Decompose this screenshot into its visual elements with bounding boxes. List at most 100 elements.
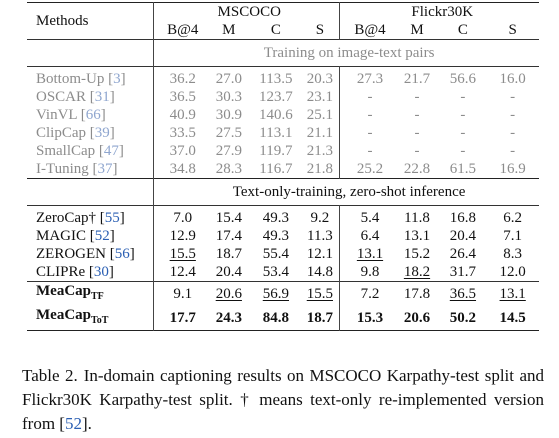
metric-value: 13.1: [499, 286, 526, 302]
metric-value: 55.4: [262, 246, 289, 262]
metric-value: 21.1: [306, 125, 333, 141]
flickr-header: Flickr30K: [411, 4, 474, 20]
metric-value: 36.2: [169, 71, 196, 87]
table-row: CLIPRe [30] 12.4 20.4 53.4 14.8 9.8 18.2 31.7 12…: [27, 263, 539, 282]
metric-value: 15.5: [306, 286, 333, 302]
metric-value: 22.8: [403, 161, 431, 177]
methods-header: Methods: [36, 13, 89, 29]
metric-value: 36.5: [449, 286, 477, 302]
metric-value: 15.2: [403, 246, 431, 262]
results-table: Methods MSCOCO Flickr30K B@4 M C S B@4 M…: [27, 2, 539, 331]
metric-value: -: [367, 107, 373, 123]
method-label: MeaCap: [36, 283, 91, 299]
metric-value: 12.4: [169, 264, 196, 280]
metric-value: 9.2: [310, 210, 330, 226]
citation: 52: [94, 228, 110, 244]
metric-value: 18.2: [403, 264, 431, 280]
table-row: OSCAR [31] 36.5 30.3 123.7 23.1 - - - -: [27, 88, 539, 106]
metric-value: 7.1: [503, 228, 523, 244]
metric-value: 49.3: [262, 228, 289, 244]
metric-value: 17.7: [169, 310, 196, 326]
metric-value: 15.4: [215, 210, 242, 226]
section-title: Training on image-text pairs: [263, 45, 435, 61]
metric-value: 21.7: [403, 71, 431, 87]
metric-value: 27.3: [356, 71, 384, 87]
metric-value: 113.1: [259, 125, 293, 141]
method-subscript: TF: [91, 291, 104, 302]
metric-value: 20.6: [215, 286, 242, 302]
metric-header: S: [315, 22, 325, 38]
metric-value: -: [510, 125, 516, 141]
metric-value: 5.4: [360, 210, 380, 226]
method-label: MeaCap: [36, 307, 91, 323]
metric-value: 14.5: [499, 310, 526, 326]
method-name: SmallCap [47]: [36, 143, 124, 159]
method-label: ZeroCap†: [36, 210, 96, 226]
table-row: VinVL [66] 40.9 30.9 140.6 25.1 - - - -: [27, 106, 539, 124]
section-title: Text-only-training, zero-shot inference: [232, 184, 466, 200]
metric-value: 30.9: [215, 107, 242, 123]
metric-value: 20.4: [449, 228, 477, 244]
table-row: MeaCapToT 17.7 24.3 84.8 18.7 15.3 20.6 50.2 14.…: [27, 306, 539, 331]
metric-value: 49.3: [262, 210, 289, 226]
metric-value: 25.1: [306, 107, 333, 123]
metric-value: -: [414, 107, 420, 123]
citation: 39: [94, 125, 110, 141]
metric-value: 11.3: [307, 228, 333, 244]
citation: 37: [97, 161, 113, 177]
citation: 31: [94, 89, 110, 105]
metric-value: 34.8: [169, 161, 196, 177]
metric-value: 13.1: [403, 228, 431, 244]
metric-header: S: [508, 22, 517, 38]
metric-value: 140.6: [259, 107, 293, 123]
section-text-only: Text-only-training, zero-shot inference Z…: [27, 178, 539, 331]
metric-value: 27.9: [215, 143, 242, 159]
table-row: MAGIC [52] 12.9 17.4 49.3 11.3 6.4 13.1 20.4 7.1: [27, 227, 539, 245]
metric-value: 6.4: [360, 228, 380, 244]
method-name: CLIPRe [30]: [36, 264, 114, 280]
method-label: SmallCap: [36, 143, 96, 159]
metric-value: 21.3: [306, 143, 333, 159]
metric-header: M: [222, 22, 236, 38]
method-label: I-Tuning: [36, 161, 89, 177]
citation: 55: [104, 210, 120, 226]
metric-value: 14.8: [306, 264, 333, 280]
metric-value: -: [460, 89, 466, 105]
citation: 3: [113, 71, 121, 87]
table-row: ZEROGEN [56] 15.5 18.7 55.4 12.1 13.1 15.2 26.4…: [27, 245, 539, 263]
metric-value: 9.8: [360, 264, 380, 280]
metric-header: C: [270, 22, 281, 38]
metric-value: 16.8: [449, 210, 477, 226]
metric-value: 33.5: [169, 125, 196, 141]
method-name: MeaCapToT: [27, 306, 153, 331]
citation: 30: [93, 264, 109, 280]
table-row: ClipCap [39] 33.5 27.5 113.1 21.1 - - - -: [27, 124, 539, 142]
metric-value: 15.3: [356, 310, 384, 326]
citation: 56: [114, 246, 130, 262]
metric-value: -: [460, 125, 466, 141]
metric-value: 17.4: [215, 228, 242, 244]
metric-value: 13.1: [356, 246, 384, 262]
metric-value: 27.0: [215, 71, 242, 87]
metric-value: 12.1: [306, 246, 333, 262]
metric-value: -: [510, 107, 516, 123]
metric-value: 30.3: [215, 89, 242, 105]
metric-value: 20.4: [215, 264, 242, 280]
metric-value: -: [414, 125, 420, 141]
metric-value: 24.3: [215, 310, 242, 326]
method-name: Bottom-Up [3]: [36, 71, 126, 87]
metric-value: -: [460, 143, 466, 159]
metric-value: 6.2: [503, 210, 523, 226]
metric-value: -: [367, 125, 373, 141]
caption-end: ].: [81, 414, 92, 433]
method-label: CLIPRe: [36, 264, 86, 280]
table-row: ZeroCap† [55] 7.0 15.4 49.3 9.2 5.4 11.8 16.8 6.…: [27, 205, 539, 227]
metric-value: 37.0: [169, 143, 196, 159]
method-name: ClipCap [39]: [36, 125, 115, 141]
metric-value: 9.1: [173, 286, 193, 302]
metric-value: 16.9: [499, 161, 526, 177]
section-supervised: Training on image-text pairs Bottom-Up [3…: [27, 39, 539, 179]
caption-cite: 52: [64, 414, 82, 433]
metric-value: 36.5: [169, 89, 196, 105]
